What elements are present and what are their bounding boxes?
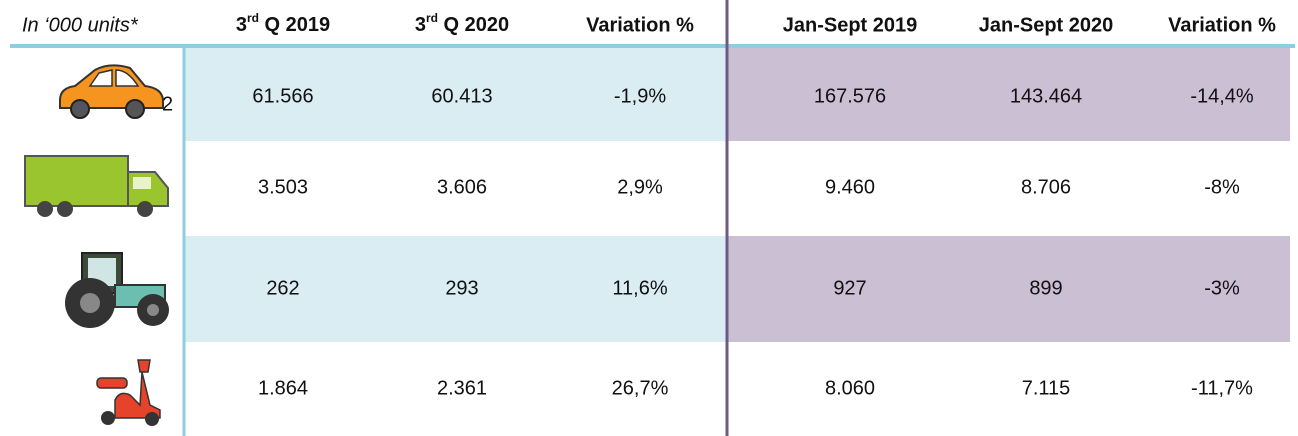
tractor-icon [65, 253, 169, 328]
cell: 2.361 [437, 377, 487, 399]
unit-note: In ‘000 units* [22, 14, 139, 36]
cell: 1.864 [258, 377, 308, 399]
header-sup: rd [247, 11, 259, 25]
cell: 26,7% [612, 377, 669, 399]
cell: 3.503 [258, 176, 308, 198]
car-icon [60, 65, 163, 118]
cell: 927 [833, 277, 866, 299]
column-header: Variation % [586, 14, 694, 36]
cell: 3.606 [437, 176, 487, 198]
cell: 143.464 [1010, 85, 1082, 107]
cell: 293 [445, 277, 478, 299]
header-part: Q 2020 [438, 14, 509, 36]
column-header: Jan-Sept 2020 [979, 14, 1114, 36]
cell: 61.566 [252, 85, 313, 107]
cell: -3% [1204, 277, 1240, 299]
header-part: Q 2019 [259, 14, 330, 36]
column-header: Variation % [1168, 14, 1276, 36]
cell: 899 [1029, 277, 1062, 299]
scooter-icon [97, 360, 160, 426]
cell: -11,7% [1191, 377, 1253, 399]
truck-icon [25, 156, 168, 217]
cell: 60.413 [431, 85, 492, 107]
cell: 7.115 [1022, 377, 1071, 399]
vehicle-table: In ‘000 units*3rd Q 20193rd Q 2020Variat… [0, 0, 1298, 436]
cell: -14,4% [1190, 85, 1254, 107]
footnote-marker: 2 [162, 93, 173, 115]
header-part: 3 [236, 14, 247, 36]
cell: 11,6% [612, 277, 667, 299]
cell: 262 [266, 277, 299, 299]
column-header: Jan-Sept 2019 [783, 14, 918, 36]
column-header: 3rd Q 2020 [415, 11, 509, 36]
cell: 8.060 [825, 377, 875, 399]
cell: -1,9% [614, 85, 666, 107]
header-sup: rd [426, 11, 438, 25]
column-header: 3rd Q 2019 [236, 11, 330, 36]
cell: 2,9% [617, 176, 663, 198]
cell: 167.576 [814, 85, 886, 107]
cell: 8.706 [1021, 176, 1071, 198]
header-part: 3 [415, 14, 426, 36]
cell: -8% [1204, 176, 1240, 198]
cell: 9.460 [825, 176, 875, 198]
